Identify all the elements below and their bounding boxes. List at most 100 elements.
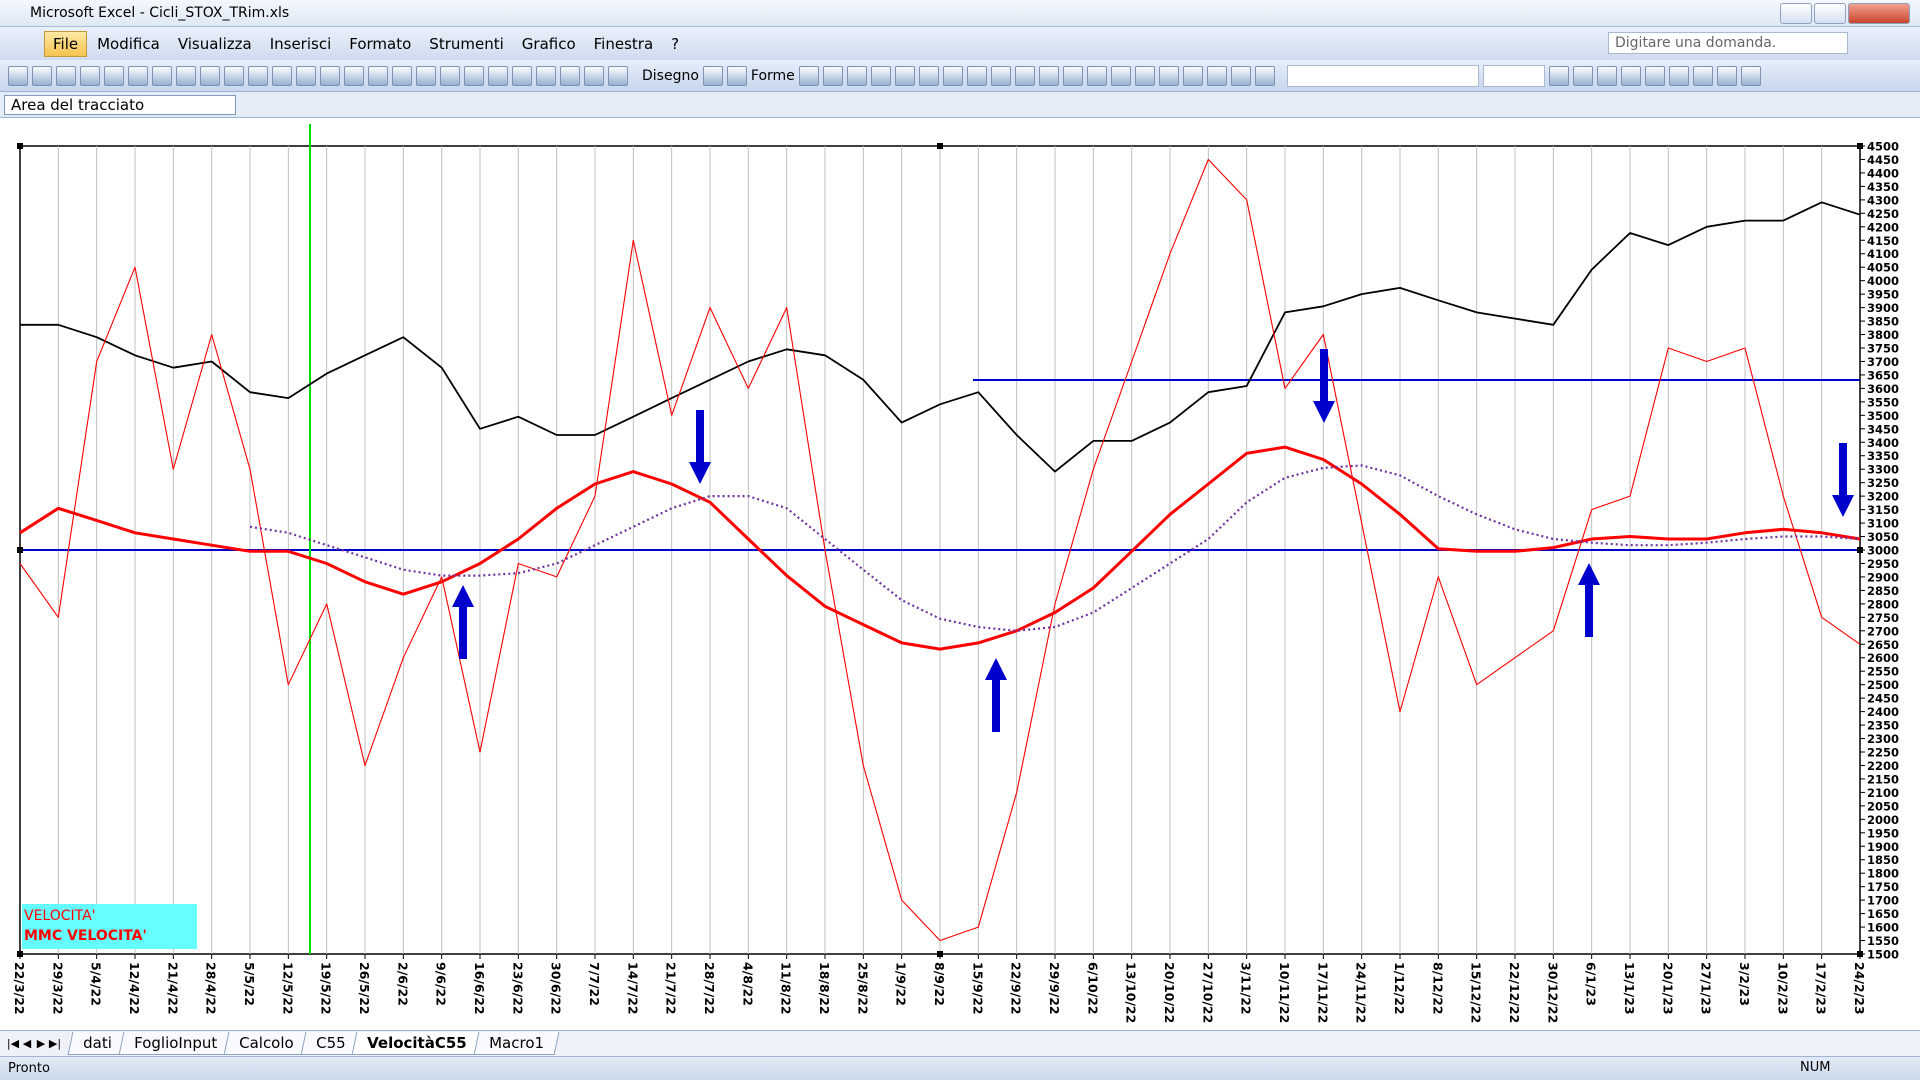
toolbar-button[interactable] (990, 65, 1011, 86)
toolbar-button[interactable] (512, 65, 532, 86)
x-tick-label: 6/10/22 (1085, 962, 1100, 1015)
toolbar-button[interactable] (822, 65, 843, 86)
toolbar-button[interactable] (296, 65, 316, 86)
name-box[interactable]: Area del tracciato (4, 94, 236, 115)
toolbar-button[interactable] (966, 65, 987, 86)
toolbar-button[interactable] (1254, 65, 1275, 86)
x-tick-label: 5/4/22 (89, 962, 104, 1006)
toolbar-button[interactable] (440, 65, 460, 86)
shapes-menu[interactable]: Forme (750, 67, 795, 84)
sheet-tab[interactable]: Macro1 (473, 1032, 560, 1055)
sheet-tab[interactable]: FoglioInput (118, 1032, 233, 1055)
toolbar-button[interactable] (1014, 65, 1035, 86)
menu-item[interactable]: ? (671, 34, 680, 53)
first-sheet[interactable]: |◀ (6, 1037, 20, 1050)
handle[interactable] (937, 951, 943, 957)
toolbar-button[interactable] (1716, 65, 1737, 86)
handle[interactable] (937, 143, 943, 149)
toolbar-button[interactable] (702, 65, 723, 86)
toolbar-button[interactable] (1110, 65, 1131, 86)
toolbar-button[interactable] (1596, 65, 1617, 86)
toolbar-button[interactable] (798, 65, 819, 86)
toolbar-button[interactable] (1182, 65, 1203, 86)
toolbar-button[interactable] (1206, 65, 1227, 86)
size-box[interactable] (1482, 64, 1545, 87)
toolbar-button[interactable] (464, 65, 484, 86)
series-line (20, 201, 1861, 473)
menu-item[interactable]: Strumenti (429, 34, 504, 53)
toolbar-button[interactable] (1668, 65, 1689, 86)
toolbar-button[interactable] (368, 65, 388, 86)
toolbar-button[interactable] (272, 65, 292, 86)
toolbar-button[interactable] (344, 65, 364, 86)
toolbar-button[interactable] (1740, 65, 1761, 86)
toolbar-button[interactable] (176, 65, 196, 86)
handle[interactable] (17, 143, 23, 149)
toolbar-button[interactable] (152, 65, 172, 86)
toolbar-button[interactable] (894, 65, 915, 86)
handle[interactable] (17, 951, 23, 957)
toolbar-button[interactable] (488, 65, 508, 86)
toolbar-button[interactable] (942, 65, 963, 86)
toolbar-button[interactable] (392, 65, 412, 86)
window-title: Microsoft Excel - Cicli_STOX_TRim.xls (30, 5, 290, 21)
handle[interactable] (1857, 951, 1863, 957)
toolbar-button[interactable] (416, 65, 436, 86)
toolbar-button[interactable] (1692, 65, 1713, 86)
num-lock: NUM (1800, 1060, 1831, 1075)
toolbar-button[interactable] (918, 65, 939, 86)
menu-item[interactable]: Modifica (97, 34, 160, 53)
menu-item[interactable]: Visualizza (177, 34, 252, 53)
y-tick-label: 2750 (1867, 611, 1899, 625)
toolbar-button[interactable] (128, 65, 148, 86)
toolbar-button[interactable] (1230, 65, 1251, 86)
toolbar-button[interactable] (104, 65, 124, 86)
toolbar-button[interactable] (8, 65, 28, 86)
menu-item[interactable]: Finestra (593, 34, 654, 53)
menu-item[interactable]: Grafico (521, 34, 576, 53)
toolbar-button[interactable] (224, 65, 244, 86)
toolbar-button[interactable] (846, 65, 867, 86)
sheet-tab[interactable]: Calcolo (223, 1032, 309, 1055)
toolbar-button[interactable] (560, 65, 580, 86)
handle[interactable] (17, 547, 23, 553)
toolbar-button[interactable] (1038, 65, 1059, 86)
help-box[interactable]: Digitare una domanda. (1608, 32, 1848, 54)
next-sheet[interactable]: ▶ (36, 1037, 46, 1050)
draw-menu[interactable]: Disegno (642, 67, 699, 84)
toolbar-button[interactable] (1644, 65, 1665, 86)
prev-sheet[interactable]: ◀ (22, 1037, 32, 1050)
toolbar-button[interactable] (200, 65, 220, 86)
toolbar-button[interactable] (1572, 65, 1593, 86)
font-box[interactable] (1286, 64, 1479, 87)
maximize-button[interactable] (1814, 3, 1846, 24)
toolbar-button[interactable] (870, 65, 891, 86)
x-tick-label: 9/6/22 (434, 962, 449, 1006)
sheet-tab[interactable]: VelocitàC55 (351, 1032, 483, 1055)
toolbar-button[interactable] (584, 65, 604, 86)
toolbar-button[interactable] (1062, 65, 1083, 86)
menu-item[interactable]: Inserisci (269, 34, 332, 53)
toolbar-button[interactable] (1086, 65, 1107, 86)
y-tick-label: 4100 (1867, 247, 1899, 261)
toolbar-button[interactable] (80, 65, 100, 86)
menu-item[interactable]: Formato (349, 34, 412, 53)
toolbar-button[interactable] (32, 65, 52, 86)
minimize-button[interactable] (1780, 3, 1812, 24)
toolbar-button[interactable] (536, 65, 556, 86)
toolbar-button[interactable] (608, 65, 628, 86)
toolbar-button[interactable] (248, 65, 268, 86)
handle[interactable] (1857, 143, 1863, 149)
close-button[interactable] (1848, 3, 1910, 24)
toolbar-button[interactable] (1548, 65, 1569, 86)
toolbar-button[interactable] (56, 65, 76, 86)
toolbar-button[interactable] (320, 65, 340, 86)
toolbar-button[interactable] (1134, 65, 1155, 86)
toolbar-button[interactable] (1620, 65, 1641, 86)
menu-item[interactable]: File (44, 30, 88, 57)
y-tick-label: 4400 (1867, 166, 1899, 180)
handle[interactable] (1857, 547, 1863, 553)
toolbar-button[interactable] (726, 65, 747, 86)
toolbar-button[interactable] (1158, 65, 1179, 86)
last-sheet[interactable]: ▶| (48, 1037, 62, 1050)
